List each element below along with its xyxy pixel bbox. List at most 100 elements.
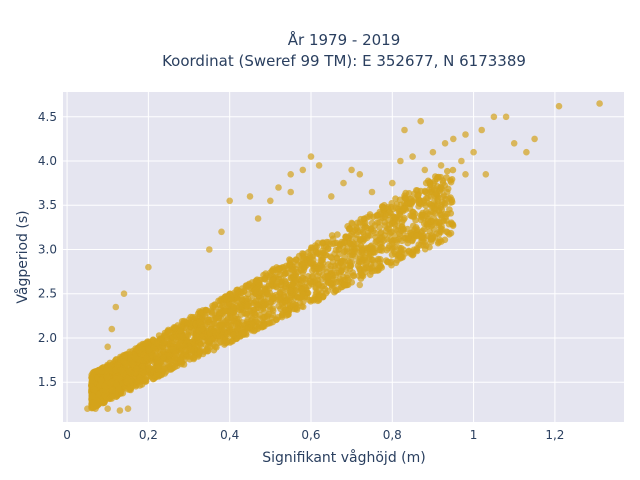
data-point <box>155 371 163 379</box>
data-point <box>234 325 242 333</box>
data-point <box>116 407 124 414</box>
data-point <box>120 290 128 298</box>
data-point <box>421 166 429 174</box>
x-tick-label: 1 <box>470 428 478 442</box>
data-point <box>293 256 300 264</box>
data-point <box>399 227 407 235</box>
data-point <box>402 189 410 197</box>
data-point <box>206 329 213 337</box>
data-point <box>428 202 435 210</box>
data-point <box>315 286 323 293</box>
data-point <box>421 225 428 233</box>
data-point <box>123 378 130 386</box>
data-point <box>376 218 383 226</box>
data-point <box>238 296 246 303</box>
data-point <box>301 294 309 301</box>
data-point <box>398 237 406 245</box>
data-point <box>178 318 186 325</box>
x-tick-label: 0 <box>63 428 71 442</box>
data-point <box>368 263 376 271</box>
data-point <box>126 368 133 376</box>
data-point <box>227 295 235 302</box>
data-point <box>283 312 290 319</box>
data-point <box>366 213 374 220</box>
data-point <box>88 383 95 390</box>
data-point <box>301 254 308 261</box>
data-point <box>185 343 193 351</box>
data-point <box>345 276 352 284</box>
data-point <box>396 211 404 219</box>
data-point <box>401 205 408 212</box>
data-point <box>244 301 252 309</box>
data-point <box>211 320 218 328</box>
data-point <box>378 235 385 243</box>
data-point <box>160 339 167 347</box>
data-point <box>218 228 225 236</box>
data-point <box>417 117 425 125</box>
data-point <box>191 314 199 321</box>
data-point <box>238 285 246 292</box>
data-point <box>300 260 308 267</box>
data-point <box>404 239 412 247</box>
data-point <box>441 140 449 147</box>
data-point <box>368 242 375 249</box>
data-point <box>331 240 339 247</box>
data-point <box>368 219 376 227</box>
data-point <box>424 177 432 185</box>
data-point <box>103 367 110 374</box>
data-point <box>348 219 355 227</box>
data-point <box>218 321 226 329</box>
data-point <box>356 235 364 243</box>
data-point <box>217 297 224 305</box>
data-point <box>165 346 172 353</box>
data-point <box>117 366 125 374</box>
data-point <box>482 171 490 178</box>
y-tick-label: 3.5 <box>38 198 57 212</box>
data-point <box>223 330 231 338</box>
data-point <box>186 356 194 363</box>
data-point <box>124 386 132 393</box>
data-point <box>231 291 239 298</box>
data-point <box>438 198 446 206</box>
data-point <box>435 238 443 246</box>
data-point <box>447 229 455 237</box>
data-point <box>437 162 445 169</box>
data-point <box>449 166 457 174</box>
data-point <box>391 248 398 255</box>
data-point <box>415 241 423 248</box>
data-point <box>90 399 97 407</box>
data-point <box>175 341 183 349</box>
data-point <box>254 215 262 222</box>
y-tick-label: 4.0 <box>38 154 57 168</box>
data-point <box>596 100 603 107</box>
y-tick-label: 2.5 <box>38 287 57 301</box>
data-point <box>206 246 213 253</box>
data-point <box>133 365 140 373</box>
data-point <box>106 359 114 367</box>
data-point <box>349 272 357 279</box>
data-point <box>397 254 404 262</box>
data-point <box>279 299 287 306</box>
data-point <box>124 405 132 413</box>
chart-subtitle: Koordinat (Sweref 99 TM): E 352677, N 61… <box>162 52 526 70</box>
data-point <box>184 332 192 339</box>
data-point <box>287 287 294 295</box>
data-point <box>170 346 177 353</box>
data-point <box>145 365 152 373</box>
data-point <box>273 280 280 288</box>
data-point <box>376 224 383 231</box>
data-point <box>341 282 349 289</box>
data-point <box>285 261 293 269</box>
data-point <box>502 113 510 121</box>
data-point <box>401 250 409 257</box>
data-point <box>328 193 335 200</box>
data-point <box>225 322 232 329</box>
data-point <box>438 186 446 193</box>
data-point <box>115 386 123 393</box>
data-point <box>109 391 116 399</box>
data-point <box>102 387 109 394</box>
data-point <box>412 224 420 231</box>
data-point <box>213 328 221 336</box>
data-point <box>389 179 396 187</box>
